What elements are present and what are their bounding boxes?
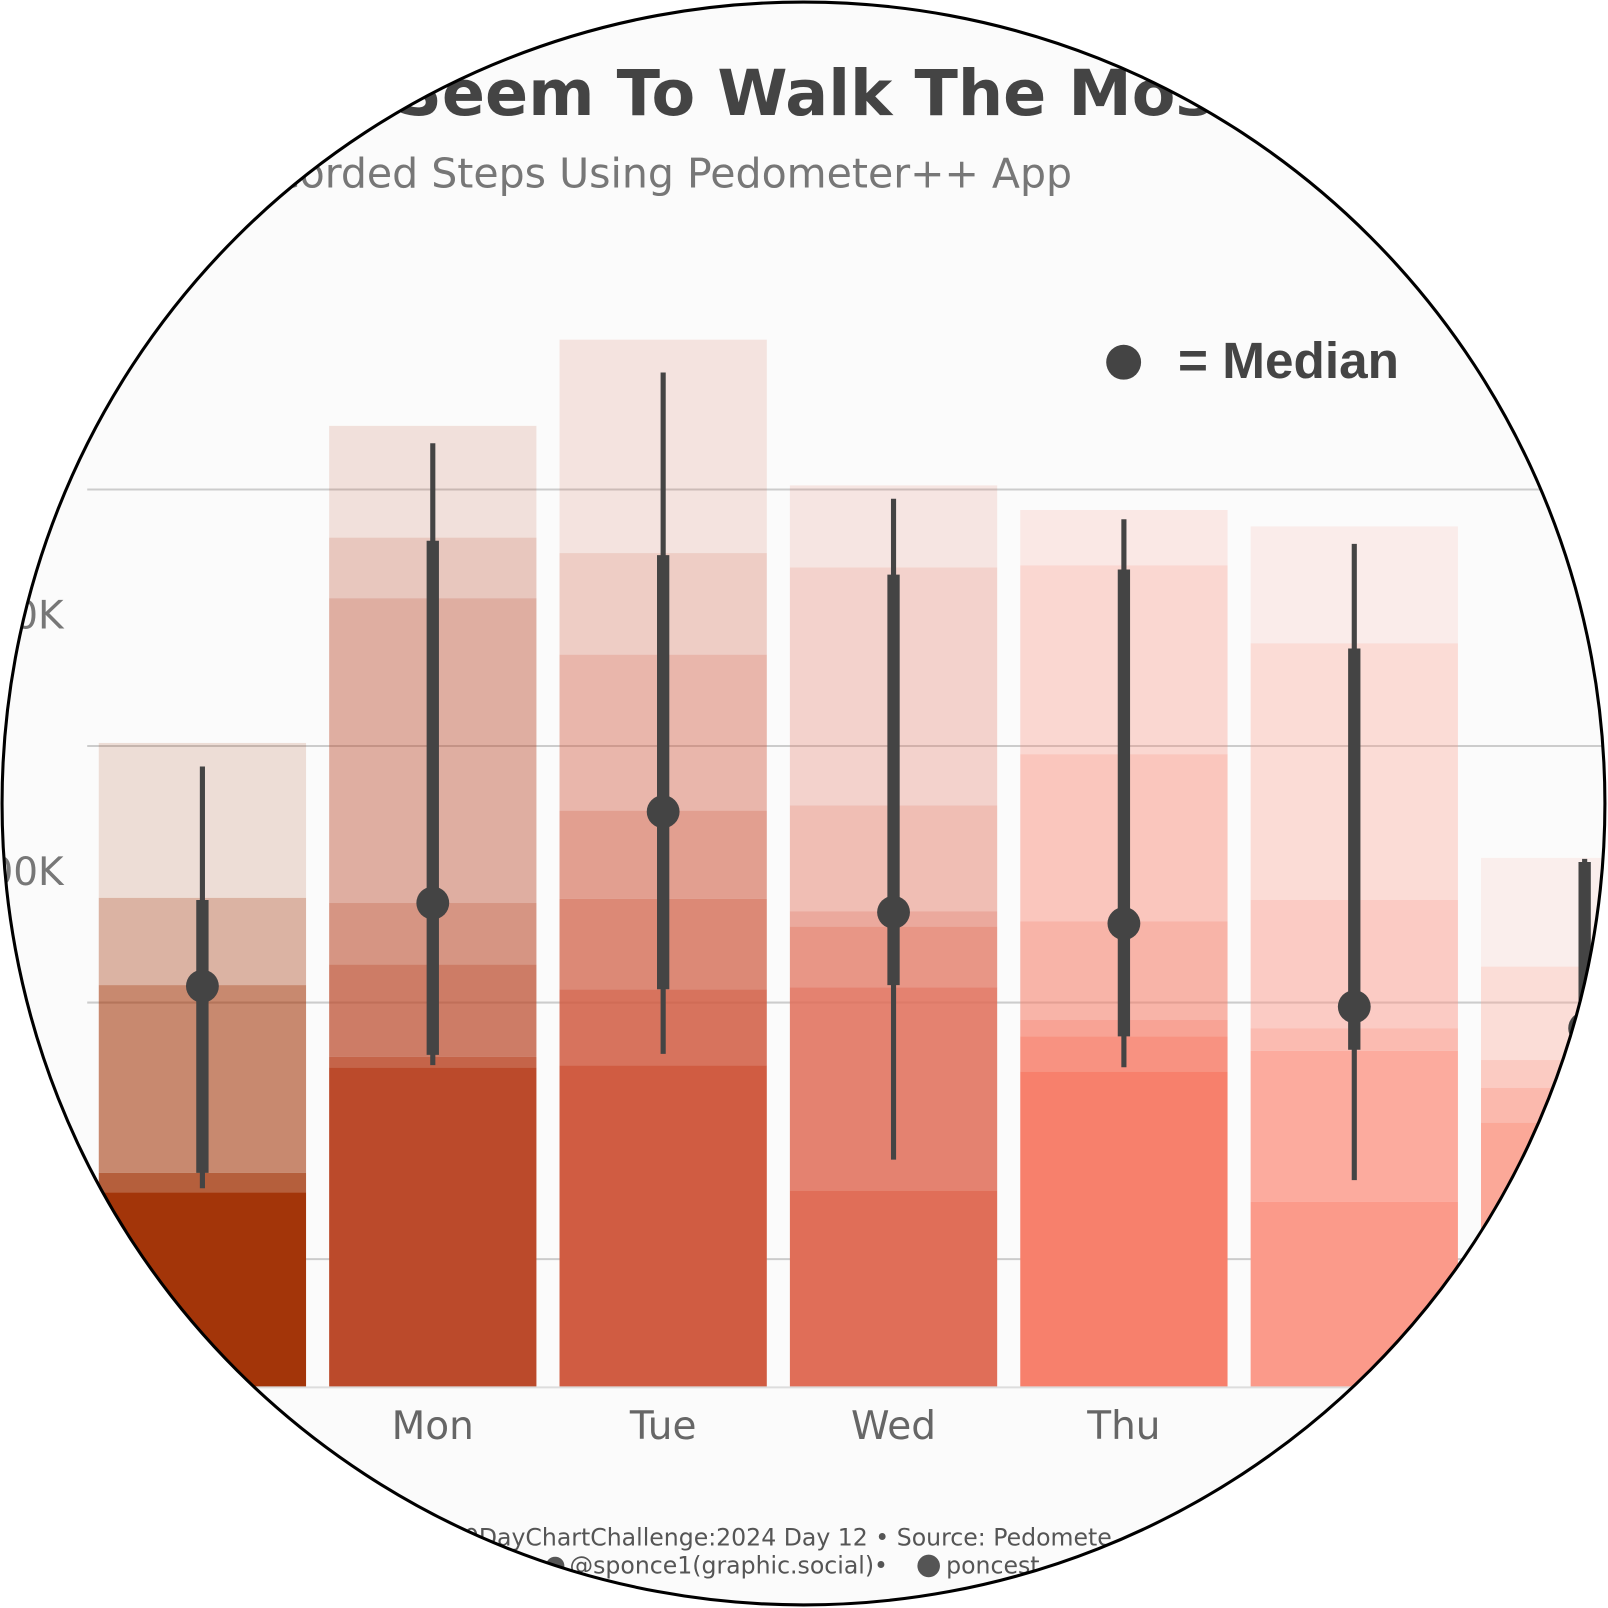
marks: 0K00KMonTueWedThu [0,339,1605,1449]
median [646,795,680,829]
caption: @sponce1(graphic.social)• [570,1551,888,1579]
band [1250,1201,1458,1388]
band [329,1067,537,1388]
band [1481,1060,1605,1088]
legend-label: = Median [1178,332,1399,389]
github-icon [917,1554,940,1578]
band [98,1192,307,1388]
median [416,886,450,920]
caption: 0DayChartChallenge:2024 Day 12 • Source:… [464,1524,1112,1552]
band [1481,1122,1605,1388]
band [1020,1071,1228,1388]
band [789,1190,998,1388]
chart-subtitle: corded Steps Using Pedometer++ App [277,150,1072,198]
band [559,1065,767,1388]
median [1107,907,1141,940]
legend-marker [1106,344,1142,380]
band [1481,966,1605,1061]
x-tick-label: Thu [1086,1404,1160,1449]
median [877,895,910,929]
median [1337,990,1371,1024]
y-tick-label: 00K [0,850,65,895]
x-tick-label: Tue [629,1404,697,1449]
x-tick-label: Mon [392,1404,474,1449]
caption: poncest [946,1551,1039,1579]
median [185,969,219,1003]
x-tick-label: Wed [851,1404,936,1449]
chart-title: Seem To Walk The Most? [396,57,1281,131]
